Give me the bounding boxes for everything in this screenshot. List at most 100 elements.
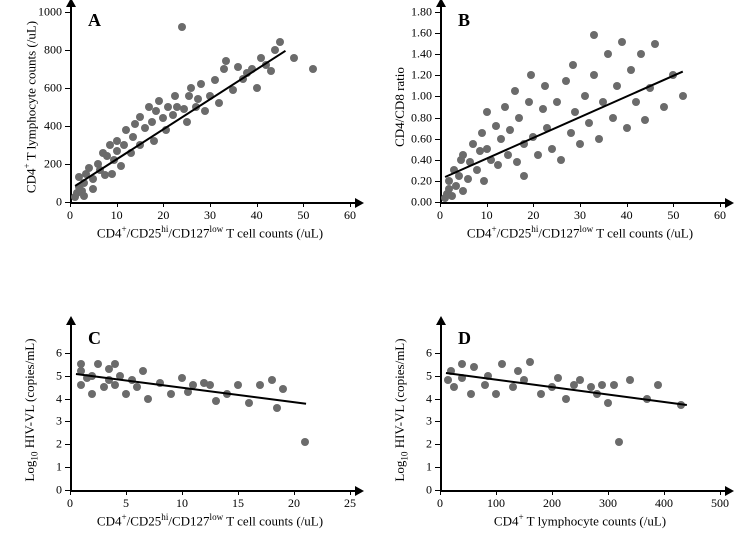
x-tick-label: 60 xyxy=(714,208,726,223)
x-tick xyxy=(608,490,609,495)
y-tick xyxy=(435,139,440,140)
x-tick-label: 20 xyxy=(288,496,300,511)
y-tick xyxy=(435,160,440,161)
y-tick-label: 2 xyxy=(56,437,62,452)
x-tick xyxy=(664,490,665,495)
x-tick-label: 10 xyxy=(481,208,493,223)
y-tick xyxy=(65,202,70,203)
data-point xyxy=(220,65,228,73)
y-tick xyxy=(65,126,70,127)
data-point xyxy=(122,390,130,398)
y-tick xyxy=(435,490,440,491)
data-point xyxy=(77,360,85,368)
data-point xyxy=(548,145,556,153)
x-tick xyxy=(580,202,581,207)
x-tick-label: 40 xyxy=(251,208,263,223)
y-tick xyxy=(435,467,440,468)
data-point xyxy=(197,80,205,88)
x-tick xyxy=(720,490,721,495)
data-point xyxy=(185,92,193,100)
y-tick-label: 0.20 xyxy=(411,173,432,188)
data-point xyxy=(481,381,489,389)
x-tick-label: 20 xyxy=(527,208,539,223)
x-tick xyxy=(70,490,71,495)
data-point xyxy=(480,177,488,185)
data-point xyxy=(273,404,281,412)
x-tick-label: 15 xyxy=(232,496,244,511)
data-point xyxy=(117,162,125,170)
y-tick-label: 600 xyxy=(44,81,62,96)
x-axis-arrow xyxy=(355,486,364,496)
y-tick-label: 0.00 xyxy=(411,195,432,210)
y-tick-label: 400 xyxy=(44,119,62,134)
y-tick xyxy=(65,399,70,400)
data-point xyxy=(494,161,502,169)
data-point xyxy=(234,381,242,389)
data-point xyxy=(567,129,575,137)
panel-label: D xyxy=(458,328,471,349)
data-point xyxy=(590,31,598,39)
data-point xyxy=(141,124,149,132)
data-point xyxy=(504,151,512,159)
x-tick-label: 50 xyxy=(667,208,679,223)
data-point xyxy=(108,170,116,178)
data-point xyxy=(660,103,668,111)
data-point xyxy=(211,76,219,84)
data-point xyxy=(618,38,626,46)
x-axis xyxy=(440,202,726,204)
y-tick xyxy=(65,164,70,165)
y-tick-label: 1.00 xyxy=(411,89,432,104)
data-point xyxy=(194,95,202,103)
data-point xyxy=(94,360,102,368)
data-point xyxy=(89,185,97,193)
data-point xyxy=(136,113,144,121)
data-point xyxy=(473,166,481,174)
data-point xyxy=(139,367,147,375)
x-tick xyxy=(440,490,441,495)
data-point xyxy=(113,147,121,155)
y-tick xyxy=(435,202,440,203)
data-point xyxy=(604,50,612,58)
data-point xyxy=(290,54,298,62)
x-tick-label: 20 xyxy=(157,208,169,223)
y-tick xyxy=(65,490,70,491)
x-tick xyxy=(440,202,441,207)
data-point xyxy=(576,140,584,148)
data-point xyxy=(590,71,598,79)
data-point xyxy=(171,92,179,100)
y-tick-label: 4 xyxy=(426,391,432,406)
data-point xyxy=(450,383,458,391)
y-axis-title: Log10 HIV-VL (copies/mL) xyxy=(22,338,40,481)
data-point xyxy=(525,98,533,106)
data-point xyxy=(455,172,463,180)
data-point xyxy=(576,376,584,384)
x-tick xyxy=(627,202,628,207)
data-point xyxy=(245,399,253,407)
y-tick-label: 0.40 xyxy=(411,152,432,167)
data-point xyxy=(167,390,175,398)
x-tick xyxy=(533,202,534,207)
x-axis-arrow xyxy=(355,198,364,208)
data-point xyxy=(309,65,317,73)
y-tick xyxy=(65,444,70,445)
x-tick-label: 0 xyxy=(67,208,73,223)
y-tick-label: 1.60 xyxy=(411,26,432,41)
y-tick-label: 200 xyxy=(44,157,62,172)
x-axis-title: CD4+/CD25hi/CD127low T cell counts (/uL) xyxy=(97,224,323,241)
y-tick-label: 5 xyxy=(426,368,432,383)
x-axis-arrow xyxy=(725,486,734,496)
data-point xyxy=(626,376,634,384)
y-tick xyxy=(435,421,440,422)
x-axis-title: CD4+ T lymphocyte counts (/uL) xyxy=(494,512,666,529)
data-point xyxy=(539,105,547,113)
y-tick xyxy=(65,88,70,89)
data-point xyxy=(571,108,579,116)
data-point xyxy=(509,383,517,391)
data-point xyxy=(111,360,119,368)
x-axis xyxy=(440,490,726,492)
x-axis xyxy=(70,202,356,204)
data-point xyxy=(159,114,167,122)
y-tick-label: 0 xyxy=(56,195,62,210)
y-axis-arrow xyxy=(436,316,446,325)
data-point xyxy=(464,175,472,183)
